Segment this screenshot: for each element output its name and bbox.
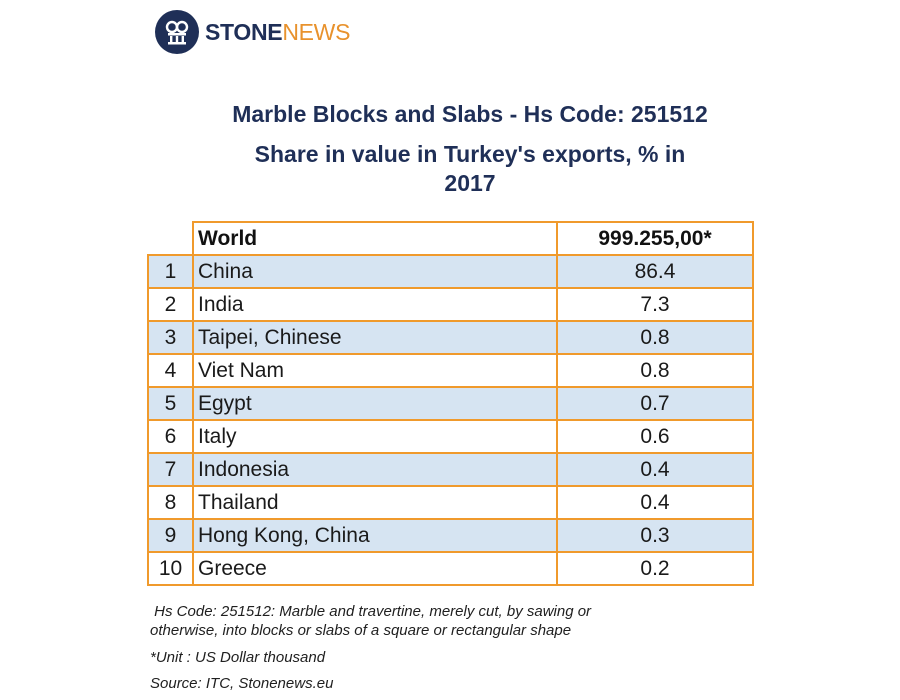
table-row: 8 Thailand 0.4 — [147, 485, 754, 520]
table-header-row: World 999.255,00* — [148, 221, 754, 256]
country-cell: Greece — [192, 551, 558, 586]
rank-cell: 7 — [147, 452, 194, 487]
hs-code-note-line-2: otherwise, into blocks or slabs of a squ… — [150, 622, 572, 639]
share-value-cell: 0.2 — [556, 551, 754, 586]
unit-note: *Unit : US Dollar thousand — [150, 649, 326, 666]
table-row: 3 Taipei, Chinese 0.8 — [147, 320, 754, 355]
hs-code-note-line-1: Hs Code: 251512: Marble and travertine, … — [150, 602, 591, 621]
share-value-cell: 0.4 — [556, 485, 754, 520]
source-note: Source: ITC, Stonenews.eu — [150, 675, 334, 692]
title-line-3: 2017 — [444, 170, 496, 196]
table-row: 2 India 7.3 — [147, 287, 754, 322]
header-rank-cell — [148, 222, 194, 256]
table-row: 10 Greece 0.2 — [147, 551, 754, 586]
country-cell: Thailand — [192, 485, 558, 520]
logo-wordmark: STONENEWS — [205, 9, 350, 55]
country-cell: Italy — [192, 419, 558, 454]
header-total-value-cell: 999.255,00* — [556, 221, 754, 256]
stonenews-column-icon — [155, 10, 199, 54]
rank-cell: 1 — [147, 254, 194, 289]
share-value-cell: 86.4 — [556, 254, 754, 289]
share-value-cell: 0.6 — [556, 419, 754, 454]
table-row: 9 Hong Kong, China 0.3 — [147, 518, 754, 553]
country-cell: India — [192, 287, 558, 322]
country-cell: Hong Kong, China — [192, 518, 558, 553]
share-value-cell: 0.8 — [556, 320, 754, 355]
table-row: 5 Egypt 0.7 — [147, 386, 754, 421]
rank-cell: 10 — [147, 551, 194, 586]
rank-cell: 6 — [147, 419, 194, 454]
share-value-cell: 0.7 — [556, 386, 754, 421]
hs-code-note-text-1: Hs Code: 251512: Marble and travertine, … — [154, 603, 592, 620]
table-row: 4 Viet Nam 0.8 — [147, 353, 754, 388]
country-cell: Indonesia — [192, 452, 558, 487]
rank-cell: 3 — [147, 320, 194, 355]
title-line-1: Marble Blocks and Slabs - Hs Code: 25151… — [232, 101, 708, 127]
rank-cell: 8 — [147, 485, 194, 520]
rank-cell: 4 — [147, 353, 194, 388]
country-cell: Viet Nam — [192, 353, 558, 388]
share-value-cell: 7.3 — [556, 287, 754, 322]
country-cell: Egypt — [192, 386, 558, 421]
share-value-cell: 0.3 — [556, 518, 754, 553]
country-cell: China — [192, 254, 558, 289]
table-row: 7 Indonesia 0.4 — [147, 452, 754, 487]
country-cell: Taipei, Chinese — [192, 320, 558, 355]
table-row: 6 Italy 0.6 — [147, 419, 754, 454]
share-value-cell: 0.8 — [556, 353, 754, 388]
exports-share-table: World 999.255,00* 1 China 86.4 2 India 7… — [147, 221, 754, 586]
logo-news-text: NEWS — [282, 19, 351, 45]
rank-cell: 5 — [147, 386, 194, 421]
logo-stone-text: STONE — [205, 19, 283, 45]
rank-cell: 9 — [147, 518, 194, 553]
table-row: 1 China 86.4 — [147, 254, 754, 289]
header-world-cell: World — [192, 221, 558, 256]
stonenews-logo: STONENEWS — [155, 9, 350, 55]
share-value-cell: 0.4 — [556, 452, 754, 487]
rank-cell: 2 — [147, 287, 194, 322]
title-line-2: Share in value in Turkey's exports, % in — [254, 141, 686, 167]
